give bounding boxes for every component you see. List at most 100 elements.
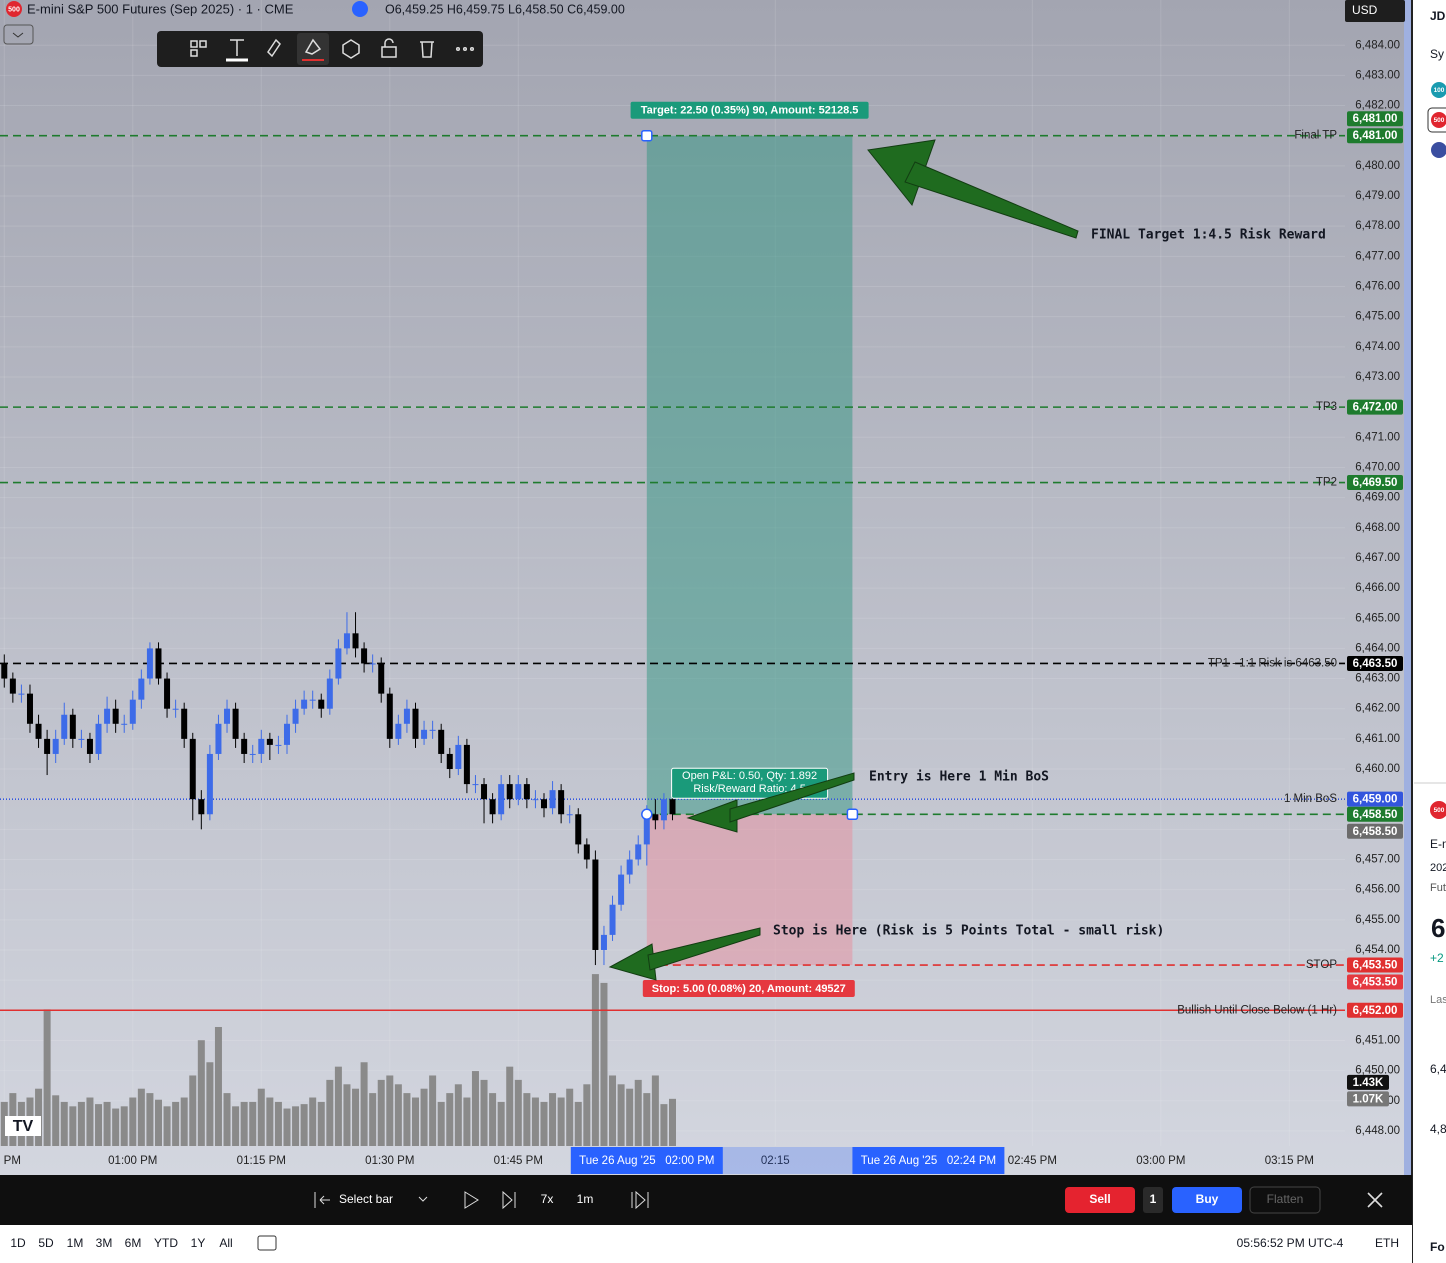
volume-bar <box>386 1075 394 1146</box>
candle-body <box>52 738 59 754</box>
price-badge-label: 6,469.50 <box>1353 477 1398 489</box>
icon-lock <box>384 38 394 47</box>
volume-bar <box>403 1093 411 1146</box>
handle[interactable] <box>846 808 859 821</box>
candle-body <box>258 738 265 754</box>
annotation: Stop is Here (Risk is 5 Points Total - s… <box>773 924 1164 939</box>
price-badge-label: 6,463.50 <box>1353 658 1398 670</box>
candle-body <box>352 633 359 649</box>
volume-bar <box>549 1093 557 1146</box>
icon-settings[interactable] <box>342 39 360 59</box>
jump[interactable] <box>631 1190 649 1210</box>
range-button[interactable]: 5D <box>38 1236 54 1250</box>
range-button[interactable]: 3M <box>96 1236 113 1250</box>
y-tick-label: 6,454.00 <box>1355 944 1400 956</box>
chevron[interactable] <box>418 1196 428 1202</box>
icon-active[interactable] <box>297 33 329 65</box>
range-button[interactable]: 1M <box>67 1236 84 1250</box>
side-text: 202 <box>1430 862 1446 874</box>
volume-bar <box>360 1062 368 1146</box>
icon-fill[interactable] <box>304 38 322 55</box>
collapse-button[interactable] <box>3 24 34 45</box>
select-bar[interactable]: Select bar <box>339 1192 393 1206</box>
logo[interactable]: TV <box>13 1118 34 1135</box>
volume-bar <box>95 1104 103 1146</box>
buy-label[interactable]: Buy <box>1196 1192 1219 1206</box>
y-tick-label: 6,463.00 <box>1355 673 1400 685</box>
icon-text[interactable] <box>230 39 244 56</box>
candle-body <box>275 744 282 746</box>
play[interactable] <box>464 1191 479 1209</box>
range-button[interactable]: YTD <box>154 1236 178 1250</box>
volume-bar <box>497 1101 505 1146</box>
flatten-button[interactable] <box>1249 1186 1321 1214</box>
volume-bar <box>566 1088 574 1146</box>
rr-label: Risk/Reward Ratio: 4.5 <box>693 783 806 795</box>
stop-label: Stop: 5.00 (0.08%) 20, Amount: 49527 <box>652 983 846 995</box>
range-button[interactable]: 1Y <box>191 1236 206 1250</box>
candle-body <box>438 729 445 754</box>
volume-bar <box>232 1106 240 1146</box>
candle-body <box>189 738 196 800</box>
date-range-icon[interactable] <box>257 1235 277 1251</box>
candle-body <box>215 723 222 754</box>
side-search[interactable]: Sy <box>1430 47 1444 61</box>
candle-body <box>146 648 153 679</box>
side-change: +2 <box>1430 951 1444 965</box>
volume-bar <box>257 1088 265 1146</box>
price-badge <box>1347 823 1403 839</box>
icon[interactable] <box>190 40 198 48</box>
session[interactable]: ETH <box>1375 1236 1399 1250</box>
time-badge-label: Tue 26 Aug '25 02:24 PM <box>861 1155 996 1167</box>
speed[interactable]: 7x <box>541 1192 554 1206</box>
volume-badge <box>1347 1091 1389 1107</box>
currency[interactable]: USD <box>1352 3 1378 17</box>
candle-body <box>155 648 162 679</box>
candle-body <box>198 799 205 815</box>
volume-bar <box>429 1075 437 1146</box>
icon-pen[interactable] <box>267 38 281 58</box>
buy-button[interactable] <box>1172 1187 1242 1213</box>
icon <box>1431 82 1446 98</box>
qty[interactable]: 1 <box>1150 1192 1157 1206</box>
symbol[interactable]: E-mini S&P 500 Futures (Sep 2025) · 1 · … <box>27 1 294 16</box>
currency-box[interactable] <box>1345 0 1405 22</box>
icon-more[interactable] <box>455 46 461 52</box>
volume-bar <box>437 1101 445 1146</box>
handle[interactable] <box>641 129 653 142</box>
range-button[interactable]: 1D <box>10 1236 26 1250</box>
icon-lock[interactable] <box>381 46 397 58</box>
volume-bar <box>317 1101 325 1146</box>
price-badge <box>1347 806 1403 822</box>
candle-body <box>583 844 590 860</box>
range-button[interactable]: All <box>219 1236 232 1250</box>
close[interactable] <box>1367 1192 1383 1208</box>
step[interactable] <box>502 1190 516 1210</box>
flatten-label[interactable]: Flatten <box>1267 1192 1304 1206</box>
volume-bar <box>120 1106 128 1146</box>
sell-button[interactable] <box>1065 1187 1135 1213</box>
candle-body <box>301 699 308 709</box>
selected-row[interactable] <box>1427 107 1446 133</box>
icon[interactable] <box>190 49 198 57</box>
time-badge-label: Tue 26 Aug '25 02:00 PM <box>579 1155 714 1167</box>
volume-bar <box>411 1097 419 1146</box>
candle-body <box>643 814 650 845</box>
y-tick-label: 6,465.00 <box>1355 612 1400 624</box>
candle-body <box>335 648 342 679</box>
y-tick-label: 6,473.00 <box>1355 371 1400 383</box>
candle-body <box>172 708 179 710</box>
replay-icon[interactable] <box>352 1 368 17</box>
range-bar <box>0 1225 1412 1263</box>
y-tick-label: 6,460.00 <box>1355 763 1400 775</box>
volume-bar <box>52 1095 60 1146</box>
interval[interactable]: 1m <box>577 1192 594 1206</box>
icon[interactable] <box>199 40 207 48</box>
qty-box[interactable] <box>1143 1187 1163 1213</box>
volume-bar <box>463 1097 471 1146</box>
chevron <box>12 32 24 38</box>
annotation: FINAL Target 1:4.5 Risk Reward <box>1091 228 1326 243</box>
range-button[interactable]: 6M <box>125 1236 142 1250</box>
icon-delete[interactable] <box>420 41 434 58</box>
sell-label[interactable]: Sell <box>1089 1192 1110 1206</box>
